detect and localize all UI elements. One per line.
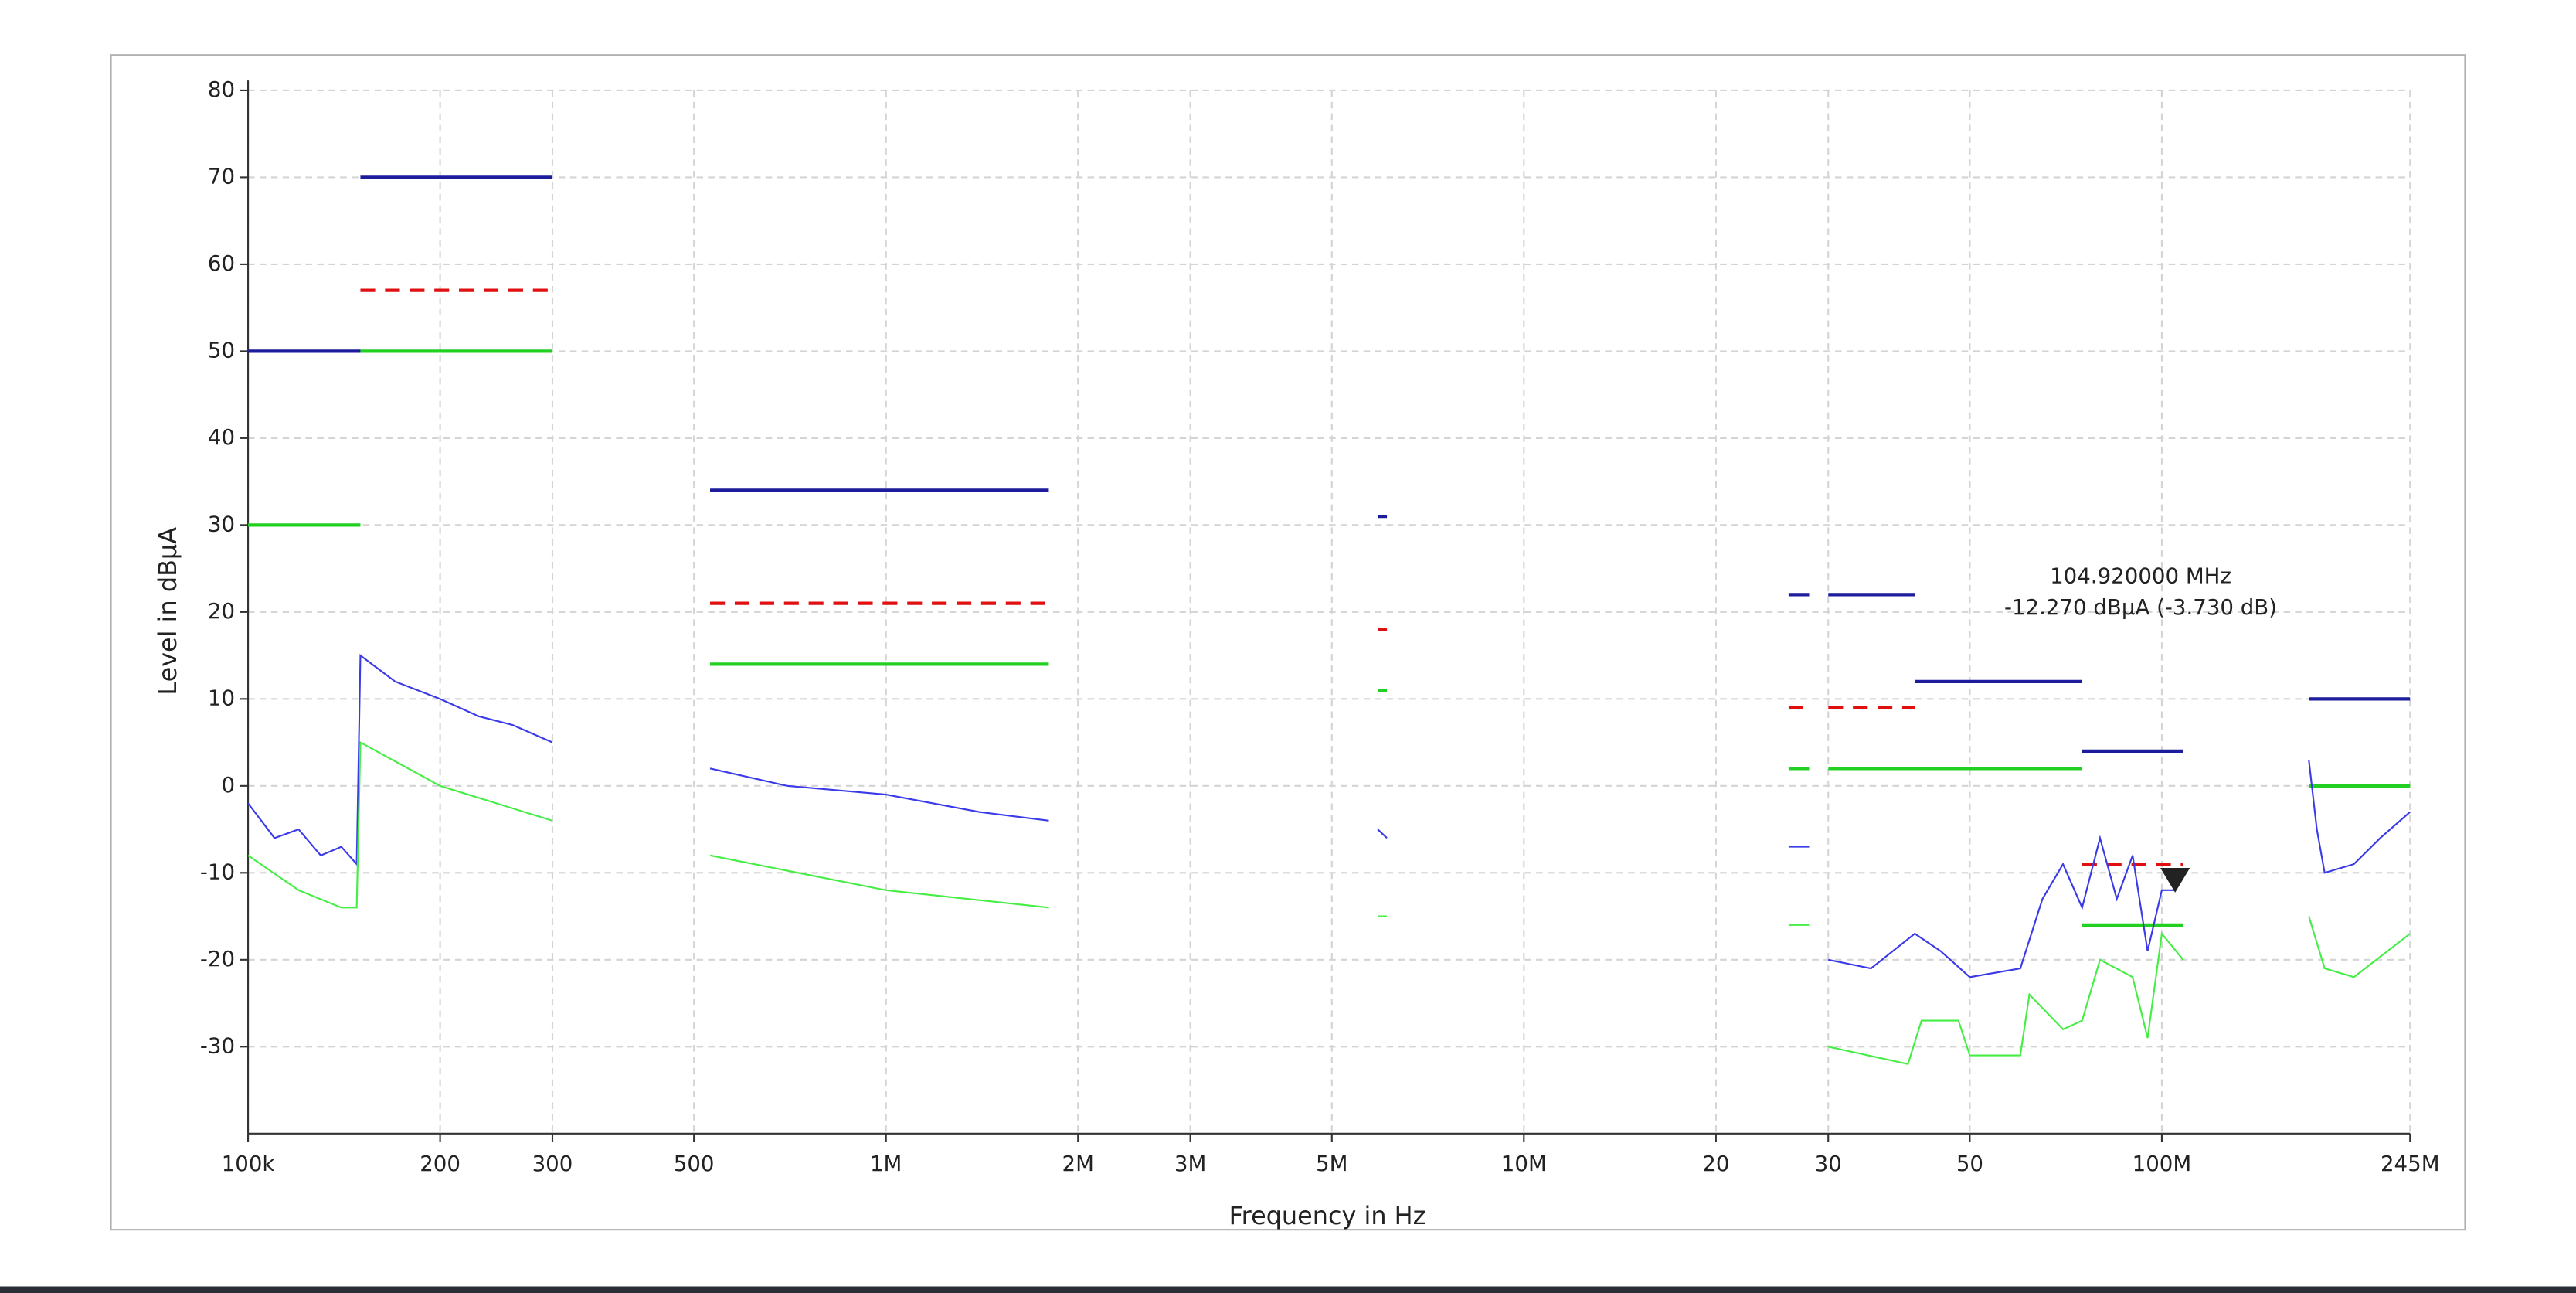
- x-tick-label: 3M: [1174, 1151, 1206, 1176]
- x-tick-label: 2M: [1062, 1151, 1094, 1176]
- series-line: [248, 349, 2411, 927]
- x-tick-label: 50: [1956, 1151, 1983, 1176]
- y-tick-label: 50: [208, 337, 235, 362]
- x-tick-label: 245M: [2381, 1151, 2440, 1176]
- x-tick-label: 5M: [1316, 1151, 1347, 1176]
- marker: [2160, 867, 2190, 893]
- marker-label: -12.270 dBµA (-3.730 dB): [2004, 594, 2277, 620]
- x-tick-label: 100M: [2133, 1151, 2192, 1176]
- y-tick-label: 40: [208, 424, 235, 450]
- y-tick-label: 80: [208, 77, 235, 102]
- x-axis-title: Frequency in Hz: [1229, 1201, 1426, 1230]
- y-tick-label: 0: [221, 772, 235, 798]
- frame: [110, 54, 2466, 1231]
- x-tick-label: 200: [420, 1151, 460, 1176]
- y-tick-label: 60: [208, 250, 235, 276]
- x-tick-label: 100k: [222, 1151, 275, 1176]
- marker-label: 104.920000 MHz: [2050, 563, 2231, 589]
- y-tick-label: 30: [208, 511, 235, 536]
- y-tick-label: 20: [208, 598, 235, 624]
- y-tick-label: 70: [208, 163, 235, 189]
- series-line: [360, 288, 2183, 866]
- x-tick-label: 1M: [870, 1151, 902, 1176]
- y-axis-title: Level in dBµA: [153, 527, 182, 696]
- series-line: [247, 654, 2411, 978]
- x-tick-label: 300: [532, 1151, 573, 1176]
- series-line: [248, 175, 2411, 753]
- y-tick-label: -30: [200, 1033, 235, 1058]
- y-tick-label: -10: [200, 859, 235, 884]
- x-tick-label: 30: [1815, 1151, 1842, 1176]
- series-line: [247, 740, 2411, 1066]
- x-tick-label: 500: [674, 1151, 715, 1176]
- x-tick-label: 20: [1702, 1151, 1729, 1176]
- y-tick-label: -20: [200, 946, 235, 971]
- bottom-bar: [0, 1286, 2576, 1293]
- y-tick-label: 10: [208, 685, 235, 710]
- x-tick-label: 10M: [1501, 1151, 1547, 1176]
